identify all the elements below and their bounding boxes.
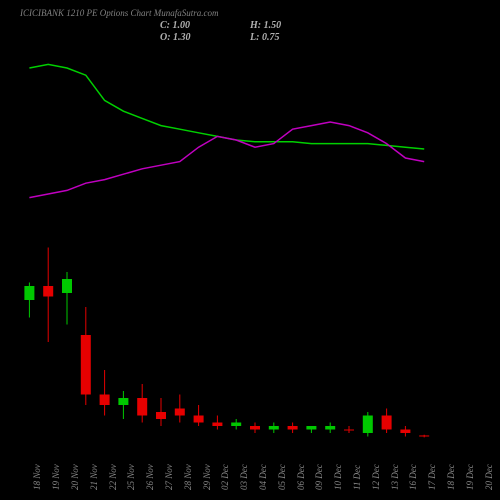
chart-svg bbox=[0, 0, 500, 500]
candle-body bbox=[344, 430, 354, 431]
x-axis-label: 17 Dec bbox=[427, 464, 437, 490]
x-axis-label: 13 Dec bbox=[390, 464, 400, 490]
x-axis-label: 27 Nov bbox=[164, 464, 174, 490]
x-axis-label: 22 Nov bbox=[108, 464, 118, 490]
x-axis-label: 03 Dec bbox=[239, 464, 249, 490]
x-axis-label: 21 Nov bbox=[89, 464, 99, 490]
candle-body bbox=[288, 426, 298, 430]
x-axis-label: 04 Dec bbox=[258, 464, 268, 490]
x-axis-label: 02 Dec bbox=[220, 464, 230, 490]
candle-body bbox=[24, 286, 34, 300]
x-axis-label: 06 Dec bbox=[296, 464, 306, 490]
x-axis-label: 10 Dec bbox=[333, 464, 343, 490]
candle-body bbox=[419, 435, 429, 436]
x-axis-label: 29 Nov bbox=[202, 464, 212, 490]
candle-body bbox=[363, 416, 373, 434]
x-axis-label: 12 Dec bbox=[371, 464, 381, 490]
candle-body bbox=[137, 398, 147, 416]
x-axis-label: 09 Dec bbox=[314, 464, 324, 490]
candle-body bbox=[118, 398, 128, 405]
x-axis-label: 11 Dec bbox=[352, 465, 362, 490]
candle-body bbox=[212, 423, 222, 427]
candle-body bbox=[269, 426, 279, 430]
x-axis-label: 20 Dec bbox=[484, 464, 494, 490]
candle-body bbox=[306, 426, 316, 430]
x-axis-label: 05 Dec bbox=[277, 464, 287, 490]
candle-body bbox=[43, 286, 53, 297]
candle-body bbox=[62, 279, 72, 293]
overlay-line-green_line bbox=[29, 64, 424, 149]
x-axis-label: 16 Dec bbox=[408, 464, 418, 490]
x-axis-label: 26 Nov bbox=[145, 464, 155, 490]
candle-body bbox=[400, 430, 410, 434]
x-axis-label: 19 Nov bbox=[51, 464, 61, 490]
candle-body bbox=[156, 412, 166, 419]
overlay-line-magenta_line bbox=[29, 122, 424, 198]
candle-body bbox=[231, 423, 241, 427]
candle-body bbox=[382, 416, 392, 430]
x-axis-label: 18 Dec bbox=[446, 464, 456, 490]
x-axis-label: 20 Nov bbox=[70, 464, 80, 490]
x-axis-label: 28 Nov bbox=[183, 464, 193, 490]
candle-body bbox=[100, 395, 110, 406]
x-axis-label: 25 Nov bbox=[126, 464, 136, 490]
candle-body bbox=[325, 426, 335, 430]
candle-body bbox=[250, 426, 260, 430]
candle-body bbox=[175, 409, 185, 416]
chart-container: { "title": { "text": "ICICIBANK 1210 PE … bbox=[0, 0, 500, 500]
x-axis-label: 18 Nov bbox=[32, 464, 42, 490]
candle-body bbox=[81, 335, 91, 395]
candle-body bbox=[194, 416, 204, 423]
x-axis-label: 19 Dec bbox=[465, 464, 475, 490]
